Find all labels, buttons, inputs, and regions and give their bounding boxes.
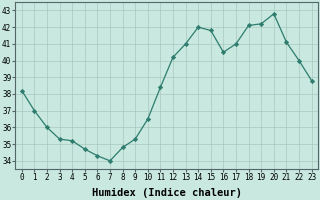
X-axis label: Humidex (Indice chaleur): Humidex (Indice chaleur) — [92, 188, 242, 198]
